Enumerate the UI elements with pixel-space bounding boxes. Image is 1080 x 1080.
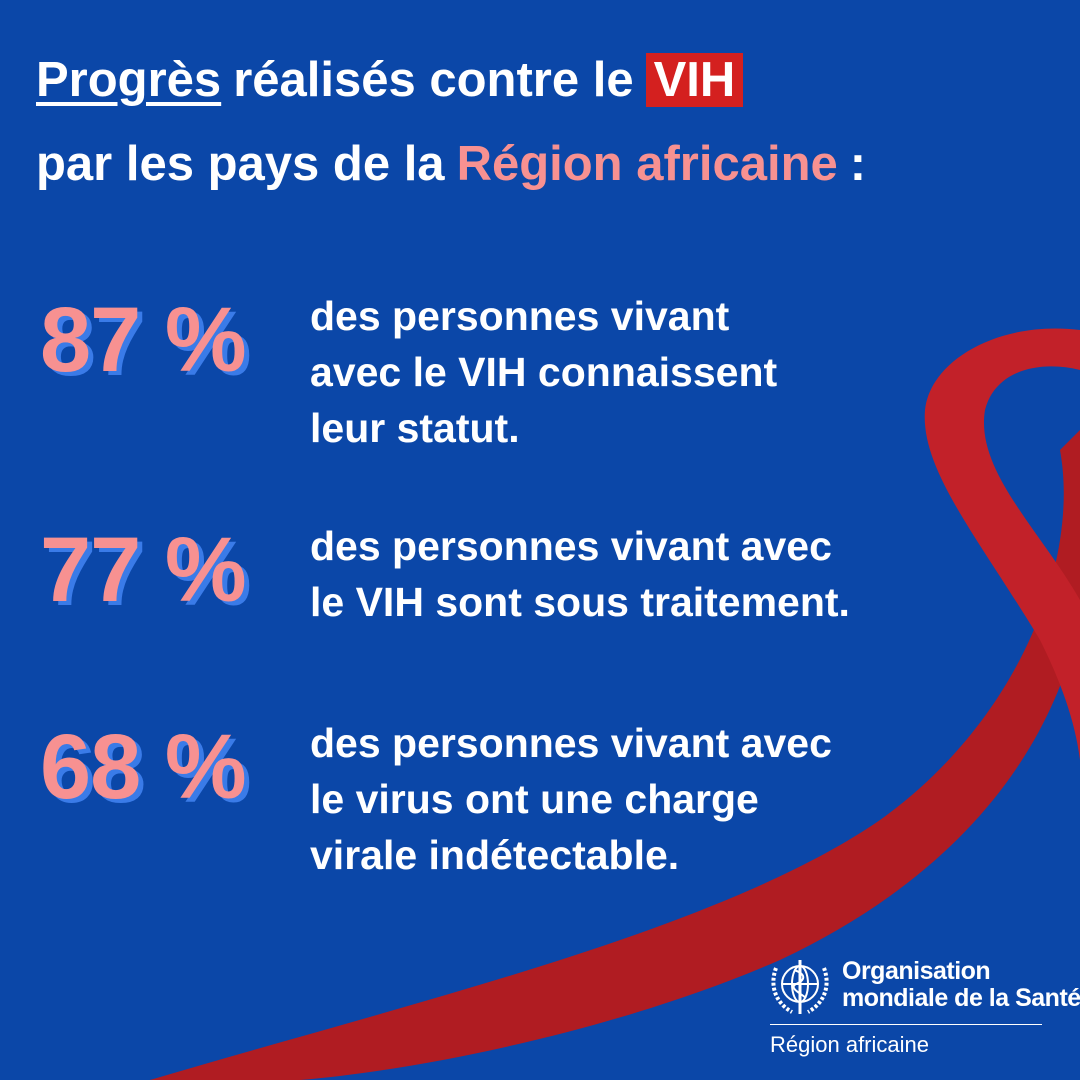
org-name: mondiale de la Santé: [842, 984, 1080, 1012]
title-underlined: Progrès: [36, 53, 222, 107]
stat-figure: 87 %: [40, 289, 247, 391]
stat-line: virale indétectable.: [310, 832, 680, 878]
title-end: :: [849, 137, 867, 191]
stat-line: le virus ont une charge: [310, 776, 759, 822]
title-line: Progrès réalisés contre le VIH: [36, 52, 755, 108]
title-text: réalisés contre le: [233, 53, 634, 107]
stat-line: le VIH sont sous traitement.: [310, 579, 850, 625]
stat-text: des personnes vivant avec le VIH connais…: [310, 288, 777, 456]
divider: [770, 1024, 1042, 1025]
title-line: par les pays de la Région africaine:: [36, 136, 878, 192]
stat-figure: 77 %: [40, 519, 247, 621]
title-boxed: VIH: [645, 53, 744, 107]
stat-line: des personnes vivant: [310, 293, 730, 339]
stat-line: leur statut.: [310, 405, 520, 451]
stat-text: des personnes vivant avec le VIH sont so…: [310, 518, 850, 630]
org-name: Organisation: [842, 957, 991, 985]
who-emblem: [771, 960, 829, 1014]
title-highlight: Région africaine: [456, 137, 838, 191]
org-region: Région africaine: [770, 1032, 929, 1057]
stat-line: des personnes vivant avec: [310, 523, 832, 569]
stat-line: des personnes vivant avec: [310, 720, 832, 766]
stat-figure: 68 %: [40, 716, 247, 818]
title-text: par les pays de la: [36, 137, 445, 191]
stat-line: avec le VIH connaissent: [310, 349, 778, 395]
stat-text: des personnes vivant avec le virus ont u…: [310, 715, 832, 883]
